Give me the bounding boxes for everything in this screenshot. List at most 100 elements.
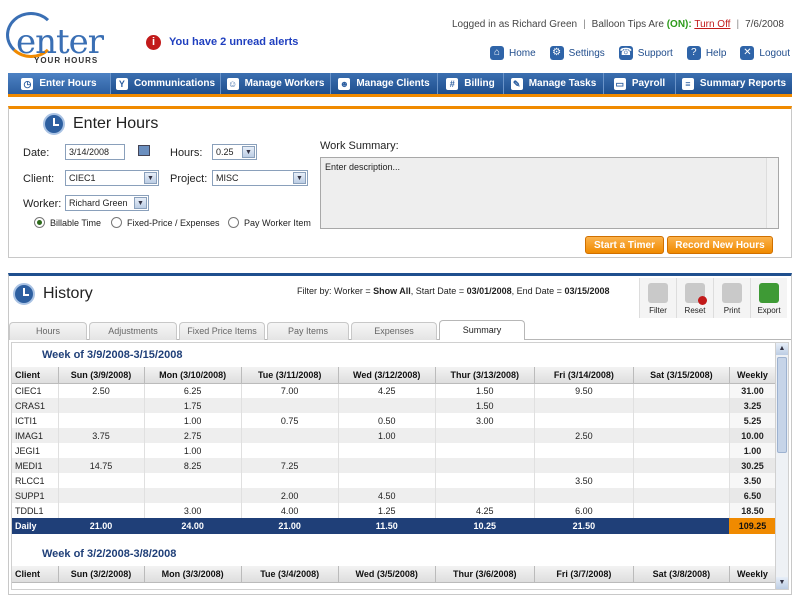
date-input[interactable]: 3/14/2008 — [65, 144, 125, 160]
hours-cell: 0.50 — [338, 413, 436, 428]
hours-cell: 2.50 — [58, 383, 145, 398]
hours-cell: 4.25 — [338, 383, 436, 398]
chevron-down-icon: ▼ — [242, 146, 255, 158]
hours-cell — [534, 458, 634, 473]
hours-cell — [633, 443, 730, 458]
week1-body: CIEC1 2.50 6.25 7.00 4.25 1.50 9.50 31.00 CRAS1 1… — [12, 383, 776, 534]
hours-cell: 1.00 — [144, 413, 242, 428]
radio-button — [228, 217, 239, 228]
column-header[interactable]: Client — [12, 566, 59, 583]
tab-summary[interactable]: Summary — [439, 320, 525, 340]
clock-icon: ◷ — [21, 77, 34, 90]
column-header[interactable]: Fri (3/14/2008) — [534, 367, 634, 384]
hours-cell: 2.00 — [241, 488, 339, 503]
logo-clock-icon — [6, 12, 56, 58]
nav-manage-tasks[interactable]: ✎ Manage Tasks — [504, 73, 604, 94]
support-link[interactable]: ☎ Support — [618, 46, 673, 60]
client-cell: SUPP1 — [12, 488, 59, 503]
balloon-tips-label: Balloon Tips Are — [591, 19, 664, 30]
nav-summary-reports[interactable]: ≡ Summary Reports — [676, 73, 792, 94]
work-summary-textarea[interactable]: Enter description... — [320, 157, 779, 229]
hours-cell: 2.50 — [534, 428, 634, 443]
column-header[interactable]: Weekly — [729, 367, 776, 384]
filter-prefix: Filter by: Worker = — [297, 286, 371, 296]
hours-select[interactable]: 0.25 ▼ — [212, 144, 257, 160]
clock-icon — [43, 113, 65, 135]
column-header[interactable]: Client — [12, 367, 59, 384]
nav-manage-clients[interactable]: ☻ Manage Clients — [331, 73, 438, 94]
turn-off-link[interactable]: Turn Off — [694, 19, 731, 30]
column-header[interactable]: Sun (3/2/2008) — [58, 566, 145, 583]
start-timer-button[interactable]: Start a Timer — [585, 236, 664, 254]
filter-button[interactable]: Filter — [639, 278, 676, 318]
column-header[interactable]: Sat (3/8/2008) — [633, 566, 730, 583]
table-row: JEGI1 1.00 1.00 — [12, 443, 776, 458]
hours-cell — [241, 473, 339, 488]
app-logo[interactable]: enter YOUR HOURS — [6, 10, 106, 68]
column-header[interactable]: Tue (3/11/2008) — [241, 367, 339, 384]
filter-icon — [648, 283, 668, 303]
radio-pay-worker-item[interactable]: Pay Worker Item — [228, 217, 311, 228]
column-header[interactable]: Sun (3/9/2008) — [58, 367, 145, 384]
hours-cell: 7.25 — [241, 458, 339, 473]
table-row: ICTI1 1.00 0.75 0.50 3.00 5.25 — [12, 413, 776, 428]
column-header[interactable]: Thur (3/13/2008) — [435, 367, 535, 384]
nav-billing[interactable]: # Billing — [438, 73, 504, 94]
nav-payroll[interactable]: ▭ Payroll — [604, 73, 676, 94]
radio-fixed-price[interactable]: Fixed-Price / Expenses — [111, 217, 220, 228]
calendar-icon[interactable] — [138, 145, 150, 156]
table-row: MEDI1 14.75 8.25 7.25 30.25 — [12, 458, 776, 473]
chevron-down-icon: ▼ — [293, 172, 306, 184]
tab-pay-items[interactable]: Pay Items — [267, 322, 349, 340]
alert-notice[interactable]: i You have 2 unread alerts — [146, 33, 298, 51]
grid-scrollbar[interactable]: ▲ ▼ — [775, 342, 789, 590]
nav-enter-hours[interactable]: ◷ Enter Hours — [8, 73, 111, 94]
settings-link[interactable]: ⚙ Settings — [549, 46, 605, 60]
scroll-thumb[interactable] — [777, 357, 787, 453]
tab-expenses[interactable]: Expenses — [351, 322, 437, 340]
tab-hours[interactable]: Hours — [9, 322, 87, 340]
column-header[interactable]: Weekly — [729, 566, 776, 583]
reset-button[interactable]: Reset — [676, 278, 713, 318]
hours-cell — [241, 398, 339, 413]
record-new-hours-button[interactable]: Record New Hours — [667, 236, 773, 254]
column-header[interactable]: Tue (3/4/2008) — [241, 566, 339, 583]
export-button[interactable]: Export — [750, 278, 787, 318]
hours-cell: 9.50 — [534, 383, 634, 398]
column-header[interactable]: Mon (3/3/2008) — [144, 566, 242, 583]
textarea-scrollbar[interactable] — [766, 158, 778, 228]
column-header[interactable]: Thur (3/6/2008) — [435, 566, 535, 583]
hours-value: 0.25 — [216, 147, 234, 157]
nav-manage-workers[interactable]: ☺ Manage Workers — [221, 73, 331, 94]
alert-icon: i — [146, 34, 161, 50]
hours-cell — [241, 428, 339, 443]
worker-select[interactable]: Richard Green ▼ — [65, 195, 149, 211]
hours-cell: 0.75 — [241, 413, 339, 428]
week1-table: Client Sun (3/9/2008) Mon (3/10/2008) Tue (… — [12, 367, 776, 534]
hours-cell — [633, 473, 730, 488]
help-link[interactable]: ? Help — [686, 46, 726, 60]
filter-label: Filter — [649, 306, 667, 315]
column-header[interactable]: Mon (3/10/2008) — [144, 367, 242, 384]
column-header[interactable]: Sat (3/15/2008) — [633, 367, 730, 384]
column-header[interactable]: Wed (3/12/2008) — [338, 367, 436, 384]
nav-communications[interactable]: Y Communications — [111, 73, 221, 94]
work-summary-placeholder: Enter description... — [325, 162, 401, 172]
logout-link[interactable]: ✕ Logout — [740, 46, 790, 60]
radio-billable-time[interactable]: Billable Time — [34, 217, 101, 228]
tab-adjustments[interactable]: Adjustments — [89, 322, 177, 340]
alert-text[interactable]: You have 2 unread alerts — [169, 36, 299, 48]
client-select[interactable]: CIEC1 ▼ — [65, 170, 159, 186]
logged-in-text: Logged in as Richard Green — [451, 19, 578, 30]
column-header[interactable]: Fri (3/7/2008) — [534, 566, 634, 583]
scroll-up-icon[interactable]: ▲ — [776, 343, 788, 355]
tab-fixed-price-items[interactable]: Fixed Price Items — [179, 322, 265, 340]
daily-total-row: Daily 21.00 24.00 21.00 11.50 10.25 21.50 109.2… — [12, 518, 776, 534]
home-link[interactable]: ⌂ Home — [489, 46, 536, 60]
print-button[interactable]: Print — [713, 278, 750, 318]
column-header[interactable]: Wed (3/5/2008) — [338, 566, 436, 583]
hours-cell — [633, 503, 730, 518]
scroll-down-icon[interactable]: ▼ — [776, 577, 788, 589]
hours-cell — [144, 473, 242, 488]
project-select[interactable]: MISC ▼ — [212, 170, 308, 186]
